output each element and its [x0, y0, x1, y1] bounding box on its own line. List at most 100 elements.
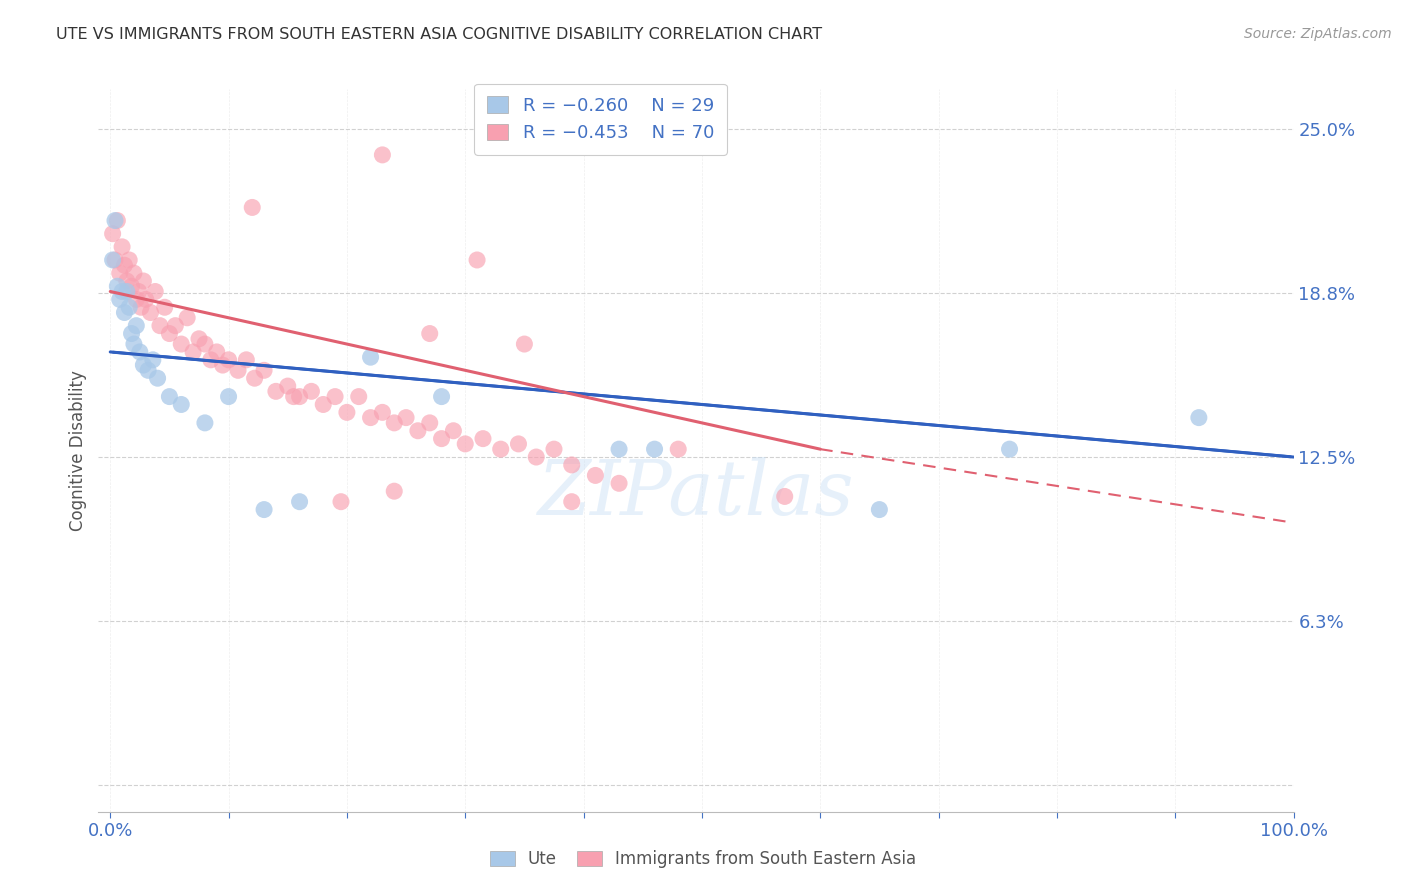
Point: [283, 390, 305, 404]
Point: [157, 390, 180, 404]
Point: [170, 397, 193, 411]
Legend: Ute, Immigrants from South Eastern Asia: Ute, Immigrants from South Eastern Asia: [482, 844, 924, 875]
Point: [323, 390, 346, 404]
Point: [607, 442, 630, 457]
Point: [104, 213, 127, 227]
Point: [139, 305, 162, 319]
Point: [773, 490, 796, 504]
Point: [253, 502, 276, 516]
Point: [132, 274, 155, 288]
Point: [253, 363, 276, 377]
Point: [419, 416, 441, 430]
Point: [111, 240, 134, 254]
Point: [211, 358, 233, 372]
Point: [288, 390, 311, 404]
Point: [104, 252, 127, 267]
Point: [101, 227, 124, 241]
Point: [543, 442, 565, 457]
Legend: R = −0.260    N = 29, R = −0.453    N = 70: R = −0.260 N = 29, R = −0.453 N = 70: [474, 84, 727, 154]
Point: [115, 285, 138, 299]
Point: [583, 468, 606, 483]
Point: [108, 266, 131, 280]
Point: [489, 442, 512, 457]
Point: [472, 432, 495, 446]
Point: [146, 371, 169, 385]
Point: [101, 252, 124, 267]
Text: ZIPatlas: ZIPatlas: [537, 457, 855, 531]
Point: [149, 318, 172, 333]
Point: [454, 437, 477, 451]
Point: [441, 424, 464, 438]
Point: [125, 293, 148, 307]
Point: [226, 363, 249, 377]
Point: [524, 450, 547, 464]
Point: [105, 213, 128, 227]
Point: [136, 363, 159, 377]
Point: [132, 358, 155, 372]
Point: [288, 494, 311, 508]
Point: [122, 337, 145, 351]
Point: [371, 148, 394, 162]
Point: [371, 405, 394, 419]
Point: [118, 300, 141, 314]
Point: [122, 266, 145, 280]
Point: [465, 252, 488, 267]
Point: [430, 432, 453, 446]
Point: [264, 384, 287, 399]
Point: [153, 300, 176, 314]
Point: [121, 279, 143, 293]
Point: [1188, 410, 1211, 425]
Point: [188, 332, 211, 346]
Point: [299, 384, 322, 399]
Point: [128, 345, 150, 359]
Point: [194, 416, 217, 430]
Point: [176, 310, 198, 325]
Point: [868, 502, 890, 516]
Point: [644, 442, 666, 457]
Point: [561, 458, 583, 472]
Point: [277, 379, 299, 393]
Point: [382, 416, 405, 430]
Point: [240, 201, 263, 215]
Point: [382, 484, 405, 499]
Point: [430, 390, 453, 404]
Point: [205, 345, 228, 359]
Point: [998, 442, 1021, 457]
Point: [128, 285, 150, 299]
Point: [508, 437, 530, 451]
Point: [561, 494, 583, 508]
Point: [135, 293, 157, 307]
Point: [218, 352, 240, 367]
Point: [143, 285, 166, 299]
Point: [218, 390, 240, 404]
Point: [105, 279, 128, 293]
Point: [125, 318, 148, 333]
Y-axis label: Cognitive Disability: Cognitive Disability: [69, 370, 87, 531]
Point: [607, 476, 630, 491]
Point: [347, 390, 370, 404]
Point: [115, 274, 138, 288]
Point: [419, 326, 441, 341]
Text: UTE VS IMMIGRANTS FROM SOUTH EASTERN ASIA COGNITIVE DISABILITY CORRELATION CHART: UTE VS IMMIGRANTS FROM SOUTH EASTERN ASI…: [56, 27, 823, 42]
Point: [513, 337, 536, 351]
Point: [235, 352, 257, 367]
Point: [360, 350, 382, 364]
Point: [395, 410, 418, 425]
Text: Source: ZipAtlas.com: Source: ZipAtlas.com: [1244, 27, 1392, 41]
Point: [129, 300, 152, 314]
Point: [142, 352, 165, 367]
Point: [330, 494, 353, 508]
Point: [170, 337, 193, 351]
Point: [360, 410, 382, 425]
Point: [200, 352, 222, 367]
Point: [108, 293, 131, 307]
Point: [157, 326, 180, 341]
Point: [243, 371, 266, 385]
Point: [111, 285, 134, 299]
Point: [114, 305, 136, 319]
Point: [666, 442, 689, 457]
Point: [121, 326, 143, 341]
Point: [118, 252, 141, 267]
Point: [114, 258, 136, 272]
Point: [406, 424, 429, 438]
